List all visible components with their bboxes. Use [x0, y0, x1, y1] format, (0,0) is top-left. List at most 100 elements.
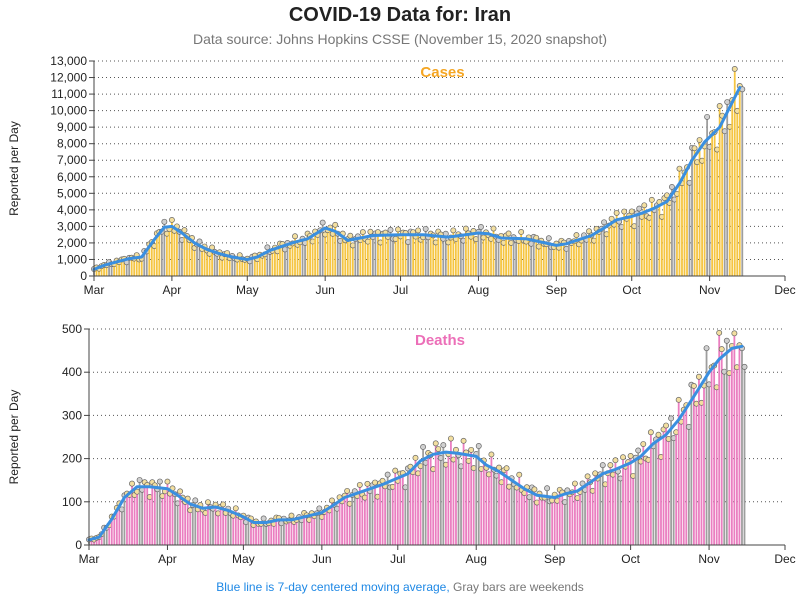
- daily-point: [490, 225, 497, 232]
- daily-point: [691, 145, 698, 152]
- daily-point: [627, 452, 634, 459]
- x-tick-label: Sep: [544, 552, 566, 566]
- daily-point: [663, 422, 669, 429]
- daily-point: [232, 505, 239, 512]
- daily-point: [668, 415, 675, 422]
- daily-point: [136, 477, 143, 483]
- y-tick-label: 7,000: [57, 153, 87, 167]
- x-tick-label: Mar: [84, 283, 105, 297]
- x-tick-label: Jun: [312, 552, 331, 566]
- daily-point: [164, 478, 171, 485]
- daily-point: [447, 435, 454, 442]
- x-tick-label: Oct: [621, 552, 640, 566]
- daily-point: [367, 228, 374, 235]
- daily-point: [347, 232, 354, 239]
- x-tick-label: Aug: [466, 552, 487, 566]
- panel-title: Cases: [420, 64, 464, 81]
- daily-point: [384, 471, 391, 478]
- daily-point: [475, 443, 482, 449]
- daily-point: [573, 232, 580, 239]
- y-tick-label: 500: [62, 322, 82, 336]
- x-tick-label: Oct: [622, 283, 641, 297]
- footer-moving-average-note: Blue line is 7-day centered moving avera…: [216, 580, 450, 594]
- y-tick-label: 200: [62, 452, 82, 466]
- daily-point: [468, 446, 475, 453]
- daily-point: [655, 431, 662, 438]
- moving-average-line: [87, 344, 744, 542]
- daily-point: [612, 457, 619, 464]
- daily-point: [531, 486, 538, 493]
- daily-point: [332, 221, 339, 228]
- daily-point: [344, 487, 351, 494]
- x-tick-label: Mar: [79, 552, 100, 566]
- daily-point: [731, 66, 738, 72]
- daily-point: [205, 499, 211, 506]
- daily-point: [703, 345, 710, 352]
- daily-point: [648, 196, 655, 203]
- y-tick-label: 100: [62, 495, 82, 509]
- daily-point: [319, 219, 326, 226]
- chart-subtitle: Data source: Johns Hopkins CSSE (Novembe…: [193, 31, 607, 47]
- daily-point: [696, 137, 703, 143]
- y-tick-label: 5,000: [57, 186, 87, 200]
- daily-point: [395, 226, 401, 233]
- x-tick-label: Jul: [393, 283, 408, 297]
- x-tick-label: Nov: [699, 283, 720, 297]
- daily-point: [288, 512, 295, 519]
- daily-point: [718, 346, 725, 353]
- daily-point: [364, 480, 371, 487]
- daily-point: [641, 202, 648, 209]
- daily-point: [392, 467, 399, 474]
- daily-point: [647, 429, 654, 436]
- daily-point: [723, 337, 730, 344]
- y-axis-label: Reported per Day: [7, 121, 21, 216]
- x-tick-label: Jun: [315, 283, 334, 297]
- daily-point: [636, 205, 643, 212]
- daily-point: [690, 382, 697, 389]
- y-tick-label: 9,000: [57, 120, 87, 134]
- cases-chart: 0 1,000 2,000 3,000 4,000 5,000 6,000 7,000 8,00…: [7, 54, 796, 297]
- daily-point: [412, 454, 419, 461]
- footer-note: Blue line is 7-day centered moving avera…: [0, 580, 800, 594]
- x-tick-label: Jul: [390, 552, 405, 566]
- y-tick-label: 400: [62, 365, 82, 379]
- daily-point: [460, 437, 467, 444]
- y-tick-label: 1,000: [57, 252, 87, 266]
- daily-point: [592, 470, 599, 477]
- daily-point: [161, 218, 168, 225]
- daily-point: [518, 228, 525, 235]
- daily-point: [478, 224, 484, 230]
- daily-point: [356, 481, 363, 488]
- daily-point: [584, 473, 591, 480]
- y-tick-label: 6,000: [57, 170, 87, 184]
- daily-point: [635, 447, 642, 454]
- daily-point: [359, 229, 366, 236]
- y-tick-label: 0: [75, 538, 82, 552]
- y-tick-label: 300: [62, 408, 82, 422]
- daily-point: [387, 226, 394, 233]
- daily-point: [724, 99, 731, 105]
- y-tick-label: 10,000: [50, 104, 87, 118]
- y-tick-label: 4,000: [57, 203, 87, 217]
- daily-point: [620, 454, 626, 461]
- daily-point: [440, 442, 447, 449]
- daily-point: [545, 235, 552, 242]
- y-tick-label: 3,000: [57, 219, 87, 233]
- y-tick-label: 13,000: [50, 54, 87, 68]
- daily-point: [420, 444, 427, 450]
- daily-point: [601, 219, 608, 226]
- daily-point: [432, 440, 439, 447]
- daily-point: [264, 244, 271, 251]
- footer-weekend-note: Gray bars are weekends: [453, 580, 584, 594]
- daily-point: [599, 462, 606, 469]
- daily-point: [422, 225, 429, 232]
- daily-point: [607, 462, 614, 469]
- daily-point: [450, 227, 457, 234]
- y-tick-label: 12,000: [50, 71, 87, 85]
- daily-point: [668, 184, 675, 190]
- panel-title: Deaths: [415, 332, 465, 349]
- daily-point: [329, 497, 335, 504]
- daily-point: [292, 233, 298, 240]
- daily-point: [372, 479, 378, 486]
- daily-point: [156, 478, 163, 485]
